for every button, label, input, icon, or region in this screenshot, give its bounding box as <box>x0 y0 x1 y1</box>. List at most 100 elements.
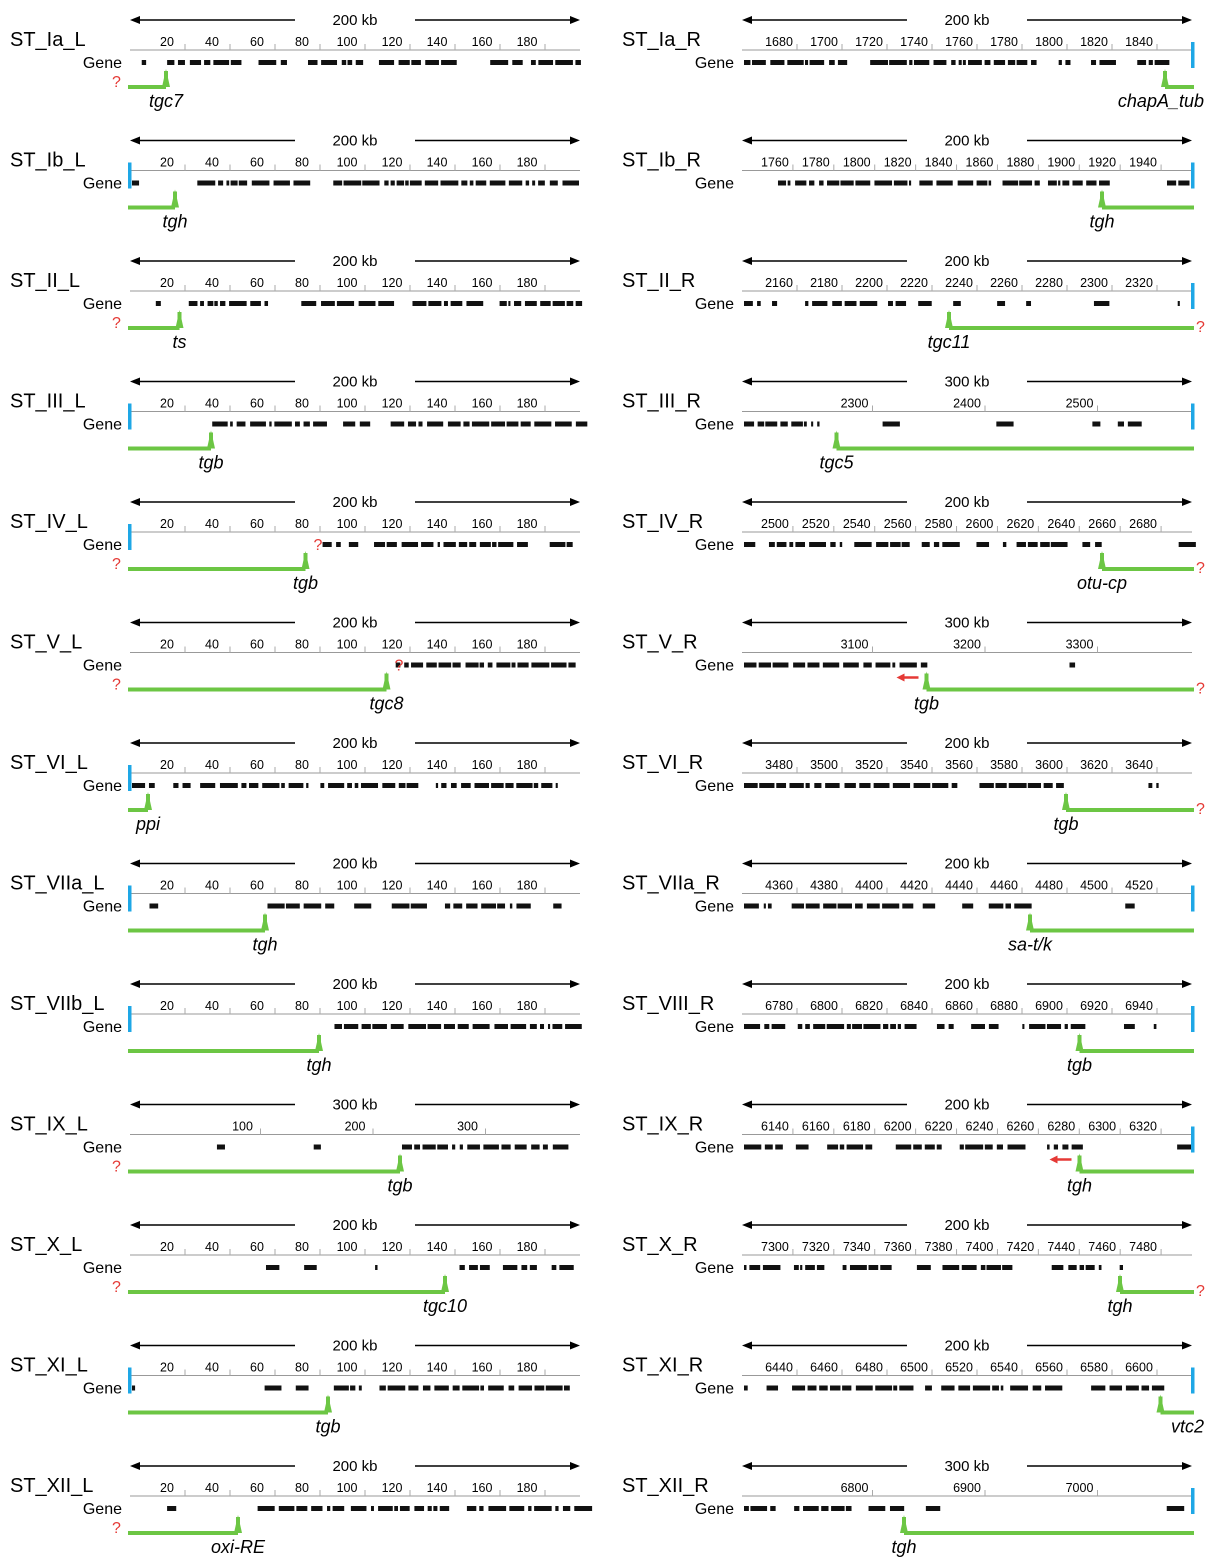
arrowhead-right-icon <box>570 739 580 747</box>
panel-title: ST_Ia_R <box>622 29 701 51</box>
scale-label: 200 kb <box>944 12 989 29</box>
arrowhead-left-icon <box>130 739 140 747</box>
arrowhead-left-icon <box>742 257 752 265</box>
gene-block <box>1166 1506 1185 1511</box>
ruler-tick-label: 7420 <box>1006 1240 1034 1254</box>
gene-block <box>447 421 461 427</box>
gene-block <box>281 783 285 788</box>
gene-block <box>895 1144 912 1150</box>
arrowhead-left-icon <box>130 136 140 145</box>
gene-block <box>177 60 185 65</box>
gene-block <box>1002 542 1007 547</box>
gene-block <box>821 1506 829 1511</box>
boundary-gene-name: tgb <box>293 573 318 593</box>
gene-block <box>948 1024 954 1029</box>
gene-track-label: Gene <box>695 417 734 434</box>
gene-block <box>574 1506 593 1511</box>
ruler-tick-label: 100 <box>337 879 358 893</box>
arrowhead-left-icon <box>130 859 140 868</box>
gene-block <box>307 60 318 65</box>
gene-block <box>488 1385 504 1391</box>
gene-block <box>539 1024 545 1029</box>
gene-block <box>863 1024 881 1029</box>
gene-block <box>360 783 379 788</box>
gene-block <box>189 60 202 65</box>
ruler-tick-label: 2260 <box>990 276 1018 290</box>
gene-block <box>1058 60 1062 65</box>
gene-block <box>306 783 309 788</box>
telomere-end-bar <box>128 403 132 430</box>
gene-track-label: Gene <box>695 658 734 675</box>
gene-block <box>855 903 863 909</box>
ruler-tick-label: 20 <box>160 276 174 290</box>
ruler-tick-label: 2540 <box>843 517 871 531</box>
gene-block <box>1148 783 1153 788</box>
gene-block <box>386 542 397 547</box>
gene-block <box>394 1506 399 1511</box>
ruler-tick-label: 140 <box>427 758 448 772</box>
ruler-tick-label: 100 <box>232 1120 253 1134</box>
gene-block <box>450 783 457 788</box>
unknown-end-icon: ? <box>112 556 121 573</box>
gene-block <box>958 1385 971 1391</box>
gene-block <box>509 903 513 909</box>
gene-block <box>839 542 843 547</box>
panel-st-ix-l: ST_IX_L 300 kb 100 200 300 Gene tgb? <box>10 1097 580 1196</box>
gene-block <box>882 903 900 909</box>
ruler-tick-label: 1900 <box>1047 156 1075 170</box>
gene-block <box>1029 1024 1046 1029</box>
boundary-marker-stem <box>834 432 839 449</box>
subtelomere-bracket <box>1030 928 1194 933</box>
telomere-end-bar <box>128 162 132 189</box>
ruler-tick-label: 180 <box>517 276 538 290</box>
telomere-end-bar <box>1191 42 1195 68</box>
ruler-tick-label: 4380 <box>810 879 838 893</box>
gene-block <box>518 1385 533 1391</box>
ruler-tick-label: 180 <box>517 517 538 531</box>
ruler-tick-label: 80 <box>295 517 309 531</box>
gene-block <box>336 301 355 306</box>
gene-block <box>483 1144 499 1150</box>
gene-block <box>491 783 504 788</box>
gene-block <box>1062 180 1070 186</box>
arrowhead-left-icon <box>742 1462 752 1470</box>
subtelomere-bracket <box>1120 1290 1194 1294</box>
ruler-tick-label: 160 <box>472 397 493 411</box>
ruler-tick-label: 80 <box>295 638 309 652</box>
gene-block <box>889 1506 905 1511</box>
telomere-end-bar <box>1191 1488 1195 1514</box>
gene-block <box>807 1385 817 1391</box>
gene-block <box>514 1144 527 1150</box>
arrowhead-right-icon <box>1182 980 1192 988</box>
ruler-tick-label: 180 <box>517 1361 538 1375</box>
scale-label: 200 kb <box>944 1338 989 1355</box>
gene-block <box>490 60 509 65</box>
gene-block <box>498 542 514 547</box>
gene-block <box>744 783 758 788</box>
ruler-tick-label: 2640 <box>1047 517 1075 531</box>
gene-block <box>988 1024 999 1029</box>
gene-block <box>336 542 341 547</box>
gene-block <box>313 421 327 427</box>
gene-block <box>304 1265 317 1270</box>
gene-block <box>1071 1144 1083 1150</box>
gene-block <box>819 180 824 186</box>
gene-block <box>566 301 574 306</box>
boundary-marker-stem <box>1158 1396 1163 1413</box>
arrowhead-right-icon <box>570 618 580 627</box>
gene-block <box>829 60 835 65</box>
subtelomere-bracket <box>128 205 175 210</box>
ruler-tick-label: 160 <box>472 638 493 652</box>
panel-st-v-l: ST_V_L 200 kb 20 40 60 80 100 120 140 160 180 Gene t… <box>10 615 580 714</box>
gene-block <box>562 180 580 186</box>
gene-block <box>819 1385 828 1391</box>
boundary-marker-stem <box>1077 1155 1082 1172</box>
gene-block <box>855 1385 873 1391</box>
gene-block <box>509 1506 525 1511</box>
scale-label: 200 kb <box>332 12 377 29</box>
gene-track-label: Gene <box>695 537 734 554</box>
ruler-tick-label: 1840 <box>925 156 953 170</box>
arrowhead-right-icon <box>1182 739 1192 747</box>
ruler-tick-label: 140 <box>427 397 448 411</box>
gene-block <box>463 421 470 427</box>
